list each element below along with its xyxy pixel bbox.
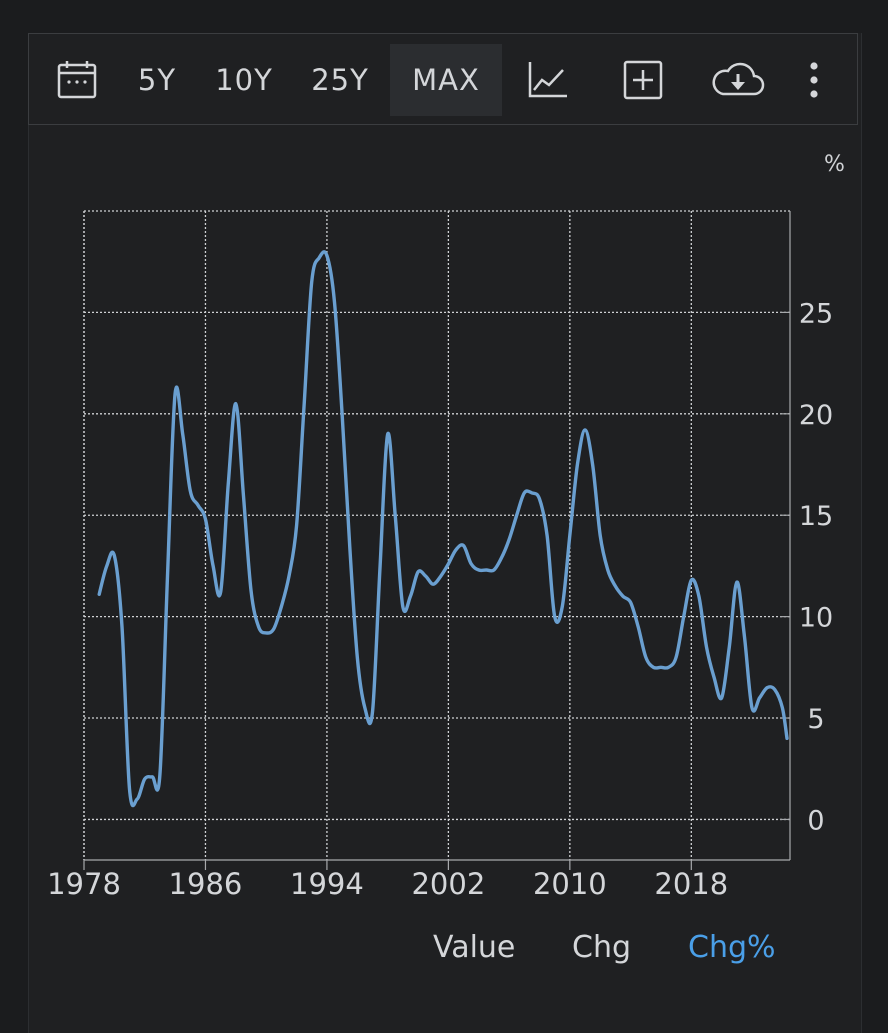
add-box-icon[interactable] [617, 44, 669, 116]
y-axis-unit: % [824, 152, 845, 177]
y-tick-label: 20 [799, 400, 833, 431]
y-tick-label: 25 [799, 298, 833, 329]
range-25y-button[interactable]: 25Y [311, 63, 369, 97]
series-line-0 [97, 250, 789, 808]
range-5y-button[interactable]: 5Y [137, 63, 177, 97]
x-tick-label: 2010 [533, 867, 607, 901]
range-max-button[interactable]: MAX [390, 44, 502, 116]
y-tick-label: 0 [807, 805, 824, 836]
calendar-icon[interactable] [51, 44, 103, 116]
x-tick-label: 1978 [47, 867, 121, 901]
legend-chg-pct-button[interactable]: Chg% [688, 930, 776, 965]
chart-plot: 0 5 10 15 20 25 1978 1986 1994 2002 2010 2018 [47, 210, 833, 901]
x-tick-label: 2018 [654, 867, 728, 901]
chart-toolbar: 5Y 10Y 25Y MAX [28, 33, 858, 125]
y-tick-label: 5 [807, 704, 824, 735]
line-chart-icon[interactable] [521, 44, 573, 116]
y-tick-label: 15 [799, 501, 833, 532]
cloud-download-icon[interactable] [707, 44, 769, 116]
legend-value-button[interactable]: Value [433, 930, 516, 965]
more-vertical-icon[interactable] [799, 44, 829, 116]
chart-panel [28, 33, 862, 1033]
x-tick-label: 2002 [411, 867, 485, 901]
range-10y-button[interactable]: 10Y [215, 63, 273, 97]
x-tick-label: 1986 [169, 867, 243, 901]
x-tick-label: 1994 [290, 867, 364, 901]
y-tick-label: 10 [799, 603, 833, 634]
legend-chg-button[interactable]: Chg [572, 930, 632, 965]
